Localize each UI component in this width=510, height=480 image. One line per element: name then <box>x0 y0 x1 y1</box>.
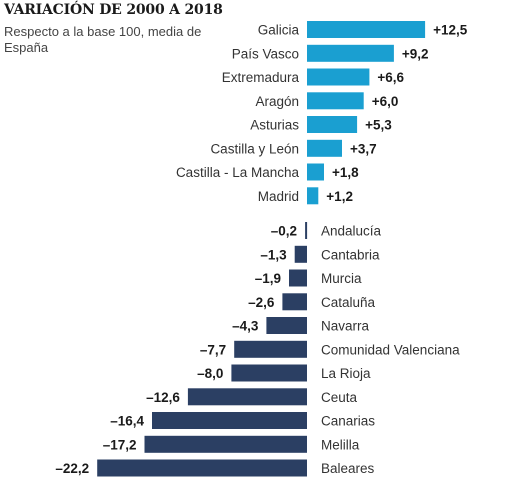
value-label: –16,4 <box>110 414 144 429</box>
value-label: +12,5 <box>433 23 468 38</box>
bar-asturias <box>307 116 358 133</box>
category-label: Comunidad Valenciana <box>321 342 460 357</box>
value-label: –1,9 <box>255 271 281 286</box>
value-label: –17,2 <box>103 437 137 452</box>
bar-país-vasco <box>307 44 394 62</box>
value-label: –0,2 <box>271 224 297 239</box>
value-label: +6,0 <box>372 94 399 109</box>
value-label: +1,2 <box>326 189 353 204</box>
chart-title: VARIACIÓN DE 2000 A 2018 <box>4 2 223 18</box>
bar-andalucía <box>305 222 308 239</box>
bar-navarra <box>266 317 307 334</box>
category-label: La Rioja <box>321 366 371 381</box>
bar-galicia <box>307 21 426 38</box>
value-label: +5,3 <box>365 118 392 133</box>
value-label: –4,3 <box>232 319 259 334</box>
bar-castilla-y-león <box>307 139 342 157</box>
category-label: Canarias <box>321 414 375 429</box>
category-label: Galicia <box>258 23 300 38</box>
value-label: +9,2 <box>402 46 429 61</box>
value-label: +1,8 <box>332 165 359 180</box>
bar-la-rioja <box>231 364 307 382</box>
bar-aragón <box>307 92 364 110</box>
category-label: Melilla <box>321 437 360 452</box>
bar-baleares <box>97 459 307 477</box>
value-label: –22,2 <box>55 461 89 476</box>
bar-ceuta <box>187 388 307 406</box>
category-label: Extremadura <box>222 70 300 85</box>
category-label: Madrid <box>258 189 299 204</box>
category-label: Asturias <box>250 118 299 133</box>
bar-castilla-la-mancha <box>307 163 324 181</box>
category-label: Castilla y León <box>210 141 299 156</box>
category-label: Baleares <box>321 461 375 476</box>
bar-extremadura <box>307 68 370 86</box>
bar-cataluña <box>282 293 307 311</box>
value-label: –7,7 <box>200 342 226 357</box>
category-label: Castilla - La Mancha <box>176 165 300 180</box>
category-label: Andalucía <box>321 224 382 239</box>
value-label: +3,7 <box>350 141 377 156</box>
value-label: +6,6 <box>377 70 404 85</box>
category-label: Navarra <box>321 319 370 334</box>
category-label: Aragón <box>255 94 299 109</box>
category-label: Cantabria <box>321 247 380 262</box>
category-label: Ceuta <box>321 390 358 405</box>
bar-melilla <box>144 435 307 453</box>
bar-comunidad-valenciana <box>234 340 307 358</box>
bar-cantabria <box>294 245 307 263</box>
bar-murcia <box>289 269 307 287</box>
category-label: Cataluña <box>321 295 376 310</box>
category-label: País Vasco <box>232 46 299 61</box>
value-label: –1,3 <box>260 247 287 262</box>
value-label: –2,6 <box>248 295 275 310</box>
value-label: –8,0 <box>197 366 223 381</box>
chart-subtitle: Respecto a la base 100, media de España <box>4 24 202 55</box>
value-label: –12,6 <box>146 390 180 405</box>
bar-madrid <box>307 187 319 205</box>
bar-canarias <box>152 412 307 429</box>
category-label: Murcia <box>321 271 362 286</box>
